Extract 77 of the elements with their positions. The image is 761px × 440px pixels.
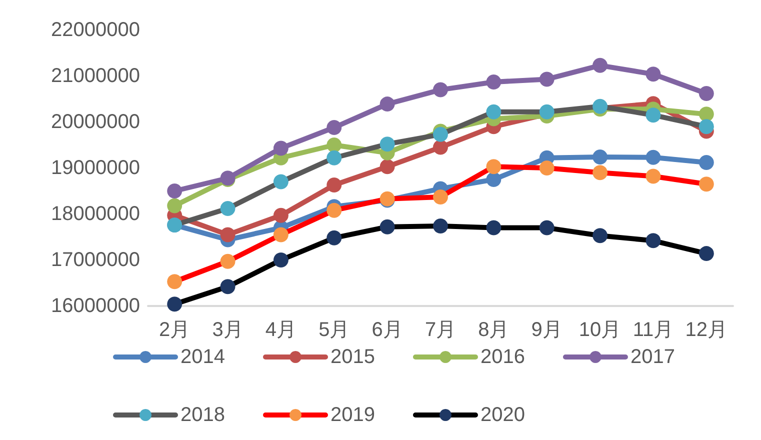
x-tick-label: 4月 (265, 319, 297, 341)
x-tick-label: 6月 (372, 319, 403, 341)
point (273, 227, 288, 242)
x-tick-label: 10月 (578, 319, 622, 341)
point (433, 218, 448, 234)
point (326, 178, 342, 193)
point (167, 296, 182, 312)
y-tick-label: 16000000 (51, 295, 140, 317)
legend-label: 2014 (180, 346, 225, 368)
point (433, 189, 448, 204)
point (486, 220, 502, 236)
x-tick-label: 12月 (685, 319, 728, 341)
point (326, 202, 342, 218)
y-tick-label: 20000000 (51, 111, 140, 133)
legend-label: 2016 (480, 346, 525, 368)
point (592, 228, 608, 244)
point (433, 126, 448, 142)
point (698, 86, 714, 101)
legend-label: 2020 (480, 404, 525, 426)
point (539, 220, 554, 236)
point (380, 159, 395, 174)
x-tick-label: 9月 (531, 319, 562, 341)
point (220, 279, 236, 294)
point (592, 149, 608, 164)
point (380, 136, 395, 152)
y-tick-label: 22000000 (51, 19, 140, 41)
point (273, 140, 288, 156)
point (698, 106, 714, 122)
point (486, 74, 502, 90)
x-tick-label: 2月 (159, 319, 190, 341)
point (167, 184, 182, 198)
legend-label: 2019 (330, 404, 375, 426)
y-tick-label: 21000000 (51, 65, 140, 87)
point (433, 82, 448, 98)
x-tick-label: 8月 (478, 319, 510, 341)
point (167, 198, 182, 214)
point (698, 246, 714, 262)
x-tick-label: 5月 (318, 319, 350, 341)
point (326, 230, 342, 246)
point (698, 154, 714, 170)
point (273, 174, 288, 190)
point (220, 227, 236, 242)
point (539, 160, 554, 176)
point (646, 66, 661, 82)
x-tick-label: 7月 (424, 319, 456, 341)
point (698, 176, 714, 192)
point (326, 138, 342, 152)
point (326, 120, 342, 136)
point (220, 254, 236, 269)
point (646, 150, 661, 165)
point (380, 96, 395, 112)
point (646, 233, 661, 248)
y-tick-label: 19000000 (51, 157, 140, 179)
point (273, 252, 288, 268)
legend-label: 2017 (630, 346, 675, 368)
point (486, 172, 502, 187)
point (486, 104, 502, 120)
x-tick-label: 3月 (212, 319, 244, 341)
legend-label: 2015 (330, 346, 375, 368)
point (539, 104, 554, 120)
point (539, 72, 554, 87)
point (486, 159, 502, 174)
y-tick-label: 18000000 (51, 203, 140, 225)
x-tick-label: 11月 (632, 319, 674, 341)
point (380, 219, 395, 234)
point (646, 168, 661, 184)
point (167, 274, 182, 290)
point (592, 165, 608, 180)
legend-label: 2018 (180, 404, 225, 426)
point (592, 58, 608, 73)
y-tick-label: 17000000 (51, 249, 140, 271)
point (326, 150, 342, 166)
point (433, 140, 448, 155)
point (698, 119, 714, 134)
point (220, 200, 236, 216)
point (273, 208, 288, 223)
point (646, 108, 661, 123)
